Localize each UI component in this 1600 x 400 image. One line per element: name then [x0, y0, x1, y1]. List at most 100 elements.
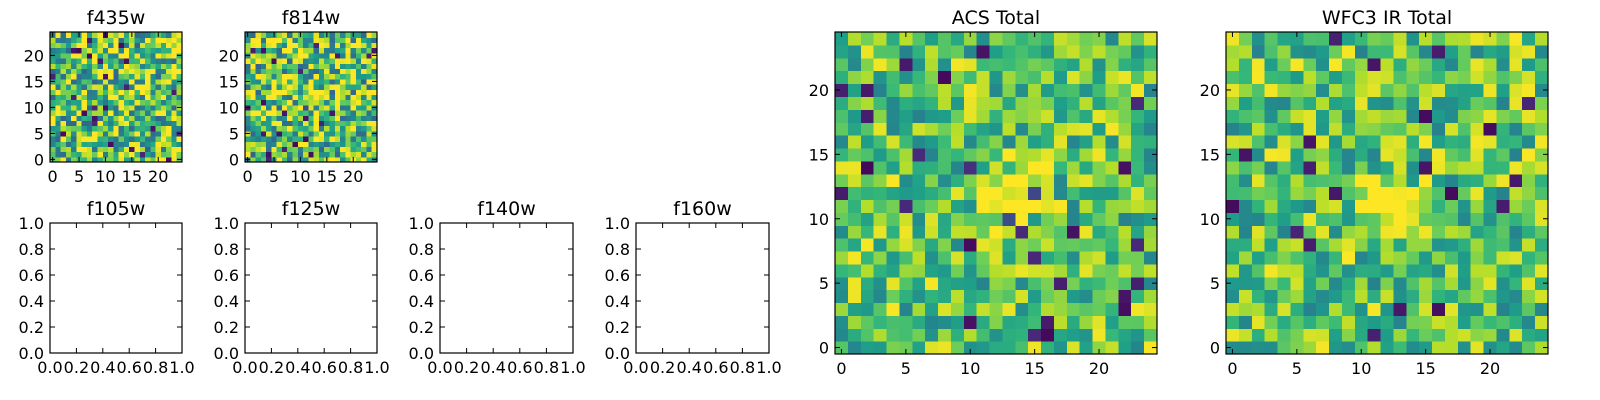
heatmap-cell: [366, 37, 373, 43]
heatmap-cell: [324, 68, 331, 75]
heatmap-cell: [1470, 160, 1485, 175]
heatmap-cell: [303, 99, 309, 106]
heatmap-cell: [1290, 328, 1304, 342]
x-tick-label: 0: [243, 167, 253, 186]
heatmap-cell: [989, 135, 1004, 149]
heatmap-cell: [860, 263, 875, 278]
heatmap-cell: [134, 94, 141, 101]
heatmap-cell: [912, 186, 926, 201]
heatmap-cell: [1496, 302, 1510, 316]
heatmap-cell: [1457, 32, 1472, 46]
heatmap-cell: [1367, 122, 1382, 136]
heatmap-cell: [925, 44, 939, 59]
heatmap-cell: [171, 141, 178, 147]
heatmap-cell: [950, 122, 965, 136]
heatmap-cell: [989, 70, 1004, 85]
heatmap-cell: [260, 125, 267, 132]
heatmap-cell: [1432, 96, 1446, 110]
y-tick-label: 0.2: [409, 318, 434, 337]
heatmap-cell: [1015, 160, 1029, 175]
heatmap-cell: [1041, 160, 1055, 175]
heatmap-cell: [1251, 32, 1266, 46]
heatmap-cell: [345, 115, 352, 121]
heatmap-cell: [1380, 341, 1395, 355]
heatmap-cell: [134, 73, 141, 80]
heatmap-cell: [1264, 160, 1279, 175]
heatmap-cell: [1444, 225, 1459, 239]
heatmap-cell: [1131, 302, 1145, 316]
heatmap-cell: [340, 151, 346, 158]
heatmap-cell: [340, 120, 346, 127]
heatmap-cell: [1367, 238, 1382, 252]
heatmap-cell: [835, 186, 849, 201]
heatmap-cell: [276, 52, 283, 59]
heatmap-cell: [139, 115, 146, 121]
heatmap-cell: [1041, 225, 1055, 239]
heatmap-cell: [1251, 199, 1266, 213]
heatmap-cell: [139, 99, 146, 106]
heatmap-cell: [86, 58, 93, 64]
heatmap-cell: [1303, 250, 1317, 265]
heatmap-cell: [1522, 135, 1536, 149]
heatmap-cell: [1341, 147, 1356, 162]
heatmap-cell: [361, 42, 368, 49]
heatmap-cell: [860, 83, 875, 97]
heatmap-cell: [1041, 83, 1055, 97]
heatmap-cell: [1041, 341, 1055, 355]
heatmap-cell: [1079, 328, 1094, 342]
heatmap-cell: [366, 47, 373, 54]
heatmap-cell: [266, 84, 272, 90]
heatmap-cell: [160, 151, 167, 158]
heatmap-cell: [1329, 302, 1343, 316]
heatmap-cell: [176, 63, 183, 69]
heatmap-cell: [1015, 70, 1029, 85]
heatmap-cell: [340, 68, 346, 75]
heatmap-cell: [1367, 186, 1382, 201]
heatmap-cell: [1496, 32, 1510, 46]
heatmap-cell: [976, 328, 991, 342]
heatmap-cell: [276, 42, 283, 49]
heatmap-cell: [71, 52, 77, 59]
heatmap-cell: [150, 156, 157, 163]
heatmap-cell: [355, 52, 362, 59]
heatmap-cell: [287, 84, 294, 90]
heatmap-cell: [81, 47, 88, 54]
heatmap-cell: [1066, 109, 1081, 123]
heatmap-cell: [160, 52, 167, 59]
heatmap-cell: [1303, 57, 1317, 72]
heatmap-cell: [97, 136, 104, 142]
heatmap-cell: [1041, 173, 1055, 188]
heatmap-cell: [1144, 109, 1158, 123]
heatmap-cell: [50, 42, 56, 49]
heatmap-cell: [1303, 122, 1317, 136]
heatmap-cell: [97, 84, 104, 90]
heatmap-cell: [1406, 147, 1420, 162]
heatmap-cell: [1251, 225, 1266, 239]
heatmap-cell: [1316, 109, 1330, 123]
heatmap-cell: [976, 341, 991, 355]
heatmap-cell: [1316, 32, 1330, 46]
heatmap-cell: [81, 136, 88, 142]
heatmap-cell: [1483, 186, 1498, 201]
heatmap-cell: [1053, 173, 1068, 188]
heatmap-cell: [899, 160, 913, 175]
heatmap-cell: [1316, 83, 1330, 97]
axes-frame: [834, 31, 1158, 355]
y-tick-label: 0: [1210, 339, 1220, 358]
heatmap-cell: [97, 99, 104, 106]
heatmap-cell: [847, 302, 862, 316]
heatmap-cell: [60, 141, 67, 147]
heatmap-cell: [1470, 225, 1485, 239]
heatmap-cell: [1105, 96, 1119, 110]
heatmap-cell: [266, 120, 272, 127]
heatmap-cell: [1380, 276, 1395, 291]
heatmap-cell: [886, 135, 900, 149]
heatmap-cell: [1341, 238, 1356, 252]
heatmap-cell: [1457, 83, 1472, 97]
heatmap-cell: [55, 68, 62, 75]
heatmap-cell: [60, 32, 67, 38]
heatmap-cell: [76, 120, 83, 127]
heatmap-cell: [318, 73, 325, 80]
heatmap-cell: [1118, 32, 1132, 46]
heatmap-cell: [1354, 96, 1369, 110]
